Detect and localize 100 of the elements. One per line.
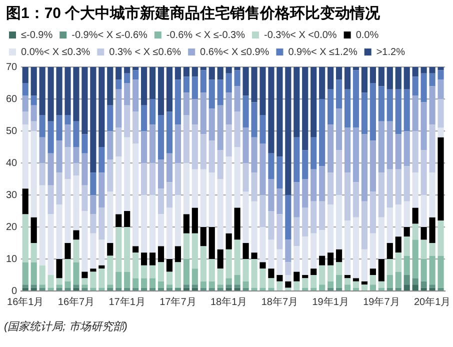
bar bbox=[192, 233, 198, 269]
bar bbox=[429, 67, 436, 74]
bar bbox=[276, 67, 283, 157]
bar bbox=[285, 240, 292, 262]
bar bbox=[149, 124, 156, 163]
bar bbox=[82, 288, 88, 290]
bar bbox=[107, 160, 114, 192]
bar bbox=[438, 67, 444, 70]
bar bbox=[208, 227, 215, 259]
bar bbox=[30, 217, 37, 243]
bar bbox=[386, 169, 393, 208]
bar bbox=[268, 288, 274, 290]
bar bbox=[260, 288, 266, 290]
bar bbox=[116, 156, 122, 214]
bar bbox=[361, 134, 368, 202]
bar bbox=[260, 195, 266, 227]
chart-title: 图1：70 个大中城市新建商品住宅销售价格环比变动情况 bbox=[5, 4, 382, 23]
bar bbox=[90, 172, 96, 195]
bar bbox=[132, 112, 139, 144]
bar bbox=[132, 144, 139, 246]
bar bbox=[140, 252, 148, 266]
legend-label: -0.9%< X ≤-0.6% bbox=[72, 30, 148, 41]
bar bbox=[361, 281, 368, 285]
bar bbox=[226, 124, 232, 157]
bar bbox=[352, 278, 360, 282]
bar bbox=[386, 275, 393, 288]
bar bbox=[328, 172, 334, 205]
bar bbox=[174, 67, 182, 80]
bar bbox=[149, 195, 156, 253]
bar bbox=[328, 89, 334, 125]
bar bbox=[344, 89, 351, 128]
bar bbox=[64, 67, 71, 115]
legend-label: ≤-0.9% bbox=[21, 30, 53, 41]
bar bbox=[336, 262, 342, 275]
bar bbox=[429, 73, 436, 86]
bar bbox=[208, 288, 215, 290]
bar bbox=[140, 288, 148, 290]
bar bbox=[158, 214, 164, 246]
bar bbox=[404, 284, 410, 290]
bar bbox=[429, 124, 436, 173]
bar bbox=[276, 275, 283, 282]
bar bbox=[438, 137, 444, 221]
bar bbox=[386, 243, 393, 259]
x-tick-label: 16年7月 bbox=[58, 296, 95, 308]
x-tick-label: 16年1月 bbox=[7, 296, 44, 308]
bar bbox=[378, 67, 384, 86]
bar bbox=[420, 73, 427, 102]
bar bbox=[22, 67, 28, 83]
bar bbox=[420, 102, 427, 150]
bar bbox=[234, 112, 240, 147]
bar bbox=[183, 259, 190, 285]
bar bbox=[395, 67, 402, 90]
bar bbox=[234, 240, 240, 275]
bar bbox=[386, 208, 393, 243]
bar bbox=[276, 214, 283, 250]
bar bbox=[412, 67, 418, 77]
y-tick-label: 20 bbox=[6, 222, 18, 233]
bar bbox=[319, 265, 326, 285]
bar bbox=[310, 288, 317, 290]
bar bbox=[429, 217, 436, 243]
bar bbox=[344, 220, 351, 275]
bar bbox=[56, 284, 62, 288]
bar bbox=[39, 288, 46, 290]
bar bbox=[140, 278, 148, 288]
bar bbox=[420, 227, 427, 240]
y-tick-label: 50 bbox=[6, 126, 18, 137]
bar bbox=[404, 67, 410, 90]
bar bbox=[217, 179, 224, 250]
bar bbox=[73, 230, 80, 240]
bar bbox=[56, 172, 62, 205]
bar bbox=[64, 179, 71, 243]
bar bbox=[386, 67, 393, 90]
bar bbox=[64, 147, 71, 179]
bar bbox=[226, 92, 232, 125]
bar bbox=[98, 268, 105, 288]
bar bbox=[48, 214, 54, 275]
bar bbox=[192, 284, 198, 288]
bar bbox=[183, 115, 190, 163]
bar bbox=[328, 67, 334, 90]
bar bbox=[260, 67, 266, 115]
bar bbox=[260, 115, 266, 144]
bar bbox=[302, 150, 308, 179]
legend-label: 0.6%< X ≤0.9% bbox=[200, 46, 270, 58]
bar bbox=[30, 105, 37, 122]
bar bbox=[140, 195, 148, 253]
bar bbox=[107, 284, 114, 288]
bar bbox=[234, 275, 240, 285]
legend-label: 0.0% bbox=[356, 30, 379, 41]
bar bbox=[200, 227, 206, 246]
bar bbox=[361, 67, 368, 93]
bar bbox=[268, 240, 274, 269]
bar bbox=[149, 288, 156, 290]
bar bbox=[124, 137, 130, 211]
bar bbox=[192, 99, 198, 125]
bar bbox=[90, 195, 96, 214]
bar bbox=[166, 272, 173, 285]
bar bbox=[412, 240, 418, 278]
bar bbox=[251, 102, 258, 138]
bar bbox=[412, 278, 418, 285]
bar bbox=[251, 201, 258, 253]
